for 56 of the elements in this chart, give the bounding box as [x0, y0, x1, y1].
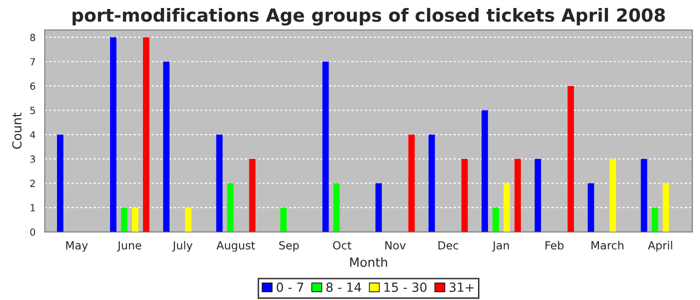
bar — [249, 158, 256, 232]
bar — [428, 134, 435, 232]
y-tick-label: 7 — [30, 58, 35, 66]
bar — [408, 134, 415, 232]
bar — [461, 158, 468, 232]
bar — [514, 158, 521, 232]
bar — [375, 183, 382, 232]
bar — [482, 110, 488, 232]
bar — [610, 158, 616, 232]
bar — [57, 134, 64, 232]
bar — [333, 183, 340, 232]
y-tick-label: 1 — [30, 204, 35, 212]
bar — [588, 183, 594, 232]
x-tick-label: Dec — [438, 241, 458, 250]
bar — [322, 62, 329, 232]
legend-label: 15 - 30 — [384, 282, 427, 292]
x-tick-label: April — [648, 240, 672, 252]
y-tick-label: 6 — [30, 82, 36, 90]
bar — [216, 134, 223, 232]
y-tick-label: 5 — [30, 106, 35, 114]
x-axis-title: Month — [350, 257, 388, 267]
bar — [132, 208, 138, 232]
x-tick-label: Nov — [385, 241, 406, 250]
x-tick-label: July — [172, 240, 192, 252]
bar — [504, 183, 510, 232]
y-tick-label: 0 — [30, 228, 36, 236]
x-tick-label: Feb — [546, 240, 564, 250]
chart-title: port-modifications Age groups of closed tickets April 2008 — [72, 8, 665, 26]
legend-label: 0 - 7 — [276, 282, 304, 292]
bar — [640, 158, 648, 232]
y-tick-label: 3 — [30, 155, 35, 163]
x-tick-label: Jan — [492, 241, 509, 252]
x-tick-label: August — [216, 241, 256, 252]
x-tick-label: June — [117, 241, 142, 252]
bar — [163, 62, 170, 232]
bar — [652, 208, 658, 232]
bar — [142, 37, 150, 232]
bar — [492, 208, 499, 232]
bar — [280, 208, 287, 232]
bar — [110, 37, 116, 232]
x-tick-label: Sep — [279, 241, 299, 252]
legend-label: 8 - 14 — [326, 282, 362, 292]
bar — [662, 183, 670, 232]
bar — [185, 208, 192, 232]
y-tick-label: 4 — [30, 131, 36, 138]
legend-label: 31+ — [450, 282, 474, 292]
bar — [534, 158, 542, 232]
bar — [121, 208, 128, 232]
x-tick-label: May — [66, 241, 88, 252]
x-tick-label: March — [592, 240, 624, 250]
bar — [227, 183, 234, 232]
x-tick-label: Oct — [333, 241, 352, 250]
bar — [568, 86, 574, 232]
y-axis-title: Count — [12, 112, 22, 149]
y-tick-label: 2 — [30, 180, 35, 187]
y-tick-label: 8 — [30, 34, 36, 42]
